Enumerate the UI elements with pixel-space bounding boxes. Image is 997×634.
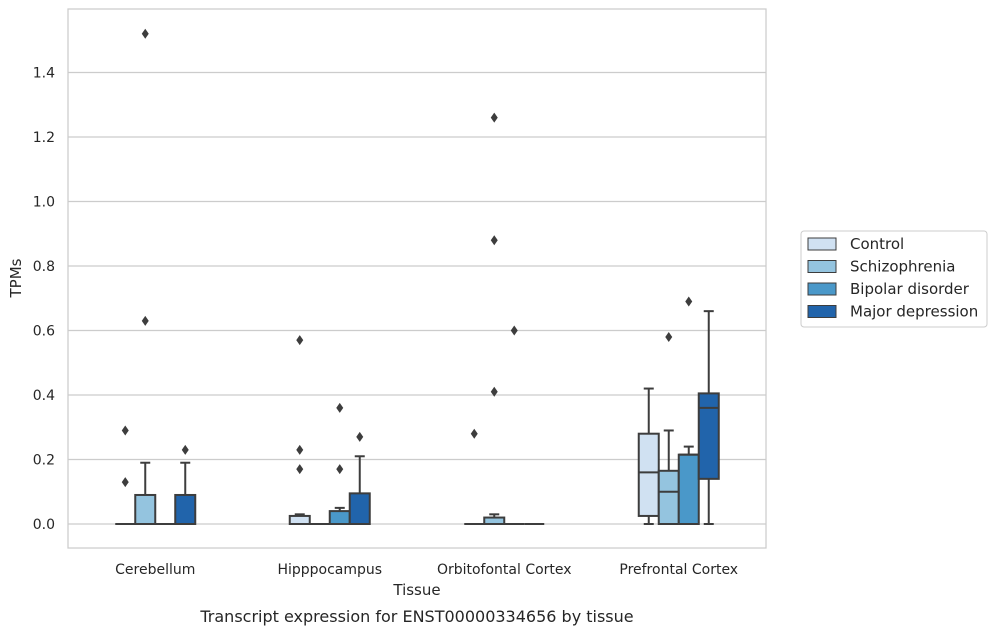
y-tick-label: 0.0: [33, 517, 55, 533]
outlier-point: [665, 331, 673, 342]
box-group: [504, 325, 525, 525]
outlier-point: [121, 425, 129, 436]
x-tick-labels: Cerebellum Hipppocampus Orbitofontal Corte…: [115, 562, 738, 578]
legend-items: Control Schizophrenia Bipolar disorder Majo…: [807, 235, 978, 321]
box: [174, 493, 197, 526]
legend-label: Control: [850, 235, 904, 253]
box-group: [348, 431, 371, 525]
y-tick-label: 0.2: [33, 453, 55, 469]
outlier-point: [296, 464, 304, 475]
outlier-point: [356, 431, 364, 442]
box-group: [134, 28, 157, 526]
box: [657, 469, 680, 526]
outlier-point: [490, 235, 498, 246]
x-axis-label: Tissue: [392, 581, 440, 599]
box-group: [483, 112, 506, 525]
x-tick-label: Hipppocampus: [277, 562, 382, 578]
legend-swatch: [807, 305, 837, 318]
y-tick-label: 1.0: [33, 195, 55, 211]
box: [677, 453, 700, 526]
legend-swatch: [807, 237, 837, 251]
legend-swatch: [807, 260, 837, 273]
legend-label: Schizophrenia: [850, 258, 955, 276]
box: [637, 432, 660, 517]
box: [697, 392, 720, 480]
plot-frame: [67, 8, 767, 549]
outlier-point: [181, 444, 189, 455]
legend-swatch: [807, 282, 837, 296]
y-tick-label: 0.6: [33, 324, 55, 340]
y-axis-label: TPMs: [7, 258, 25, 298]
outlier-point: [490, 112, 498, 123]
outlier-point: [141, 28, 149, 39]
legend-frame: [800, 230, 988, 328]
box-group: [464, 428, 485, 525]
outlier-point: [121, 477, 129, 488]
box: [328, 510, 351, 526]
outlier-point: [296, 335, 304, 346]
outlier-point: [510, 325, 518, 336]
legend-label: Major depression: [850, 303, 978, 321]
x-tick-label: Cerebellum: [115, 562, 195, 578]
legend-item: Schizophrenia: [807, 258, 955, 276]
box-group: [637, 387, 660, 525]
legend-label: Bipolar disorder: [850, 280, 970, 298]
box: [134, 493, 157, 526]
box-group: [697, 310, 720, 525]
box: [288, 514, 311, 525]
box: [348, 492, 371, 525]
box-group: [174, 444, 197, 526]
outlier-point: [490, 386, 498, 397]
plot-area: [68, 9, 766, 548]
legend-item: Control: [807, 235, 904, 253]
outlier-point: [296, 444, 304, 455]
y-tick-label: 0.4: [33, 388, 55, 404]
box-group: [677, 296, 700, 526]
box-group: [288, 335, 311, 525]
legend: Control Schizophrenia Bipolar disorder Majo…: [800, 230, 988, 328]
box-groups: [115, 28, 720, 526]
chart-caption: Transcript expression for ENST0000033465…: [199, 607, 633, 626]
outlier-point: [470, 428, 478, 439]
outlier-point: [141, 315, 149, 326]
x-tick-label: Prefrontal Cortex: [619, 562, 738, 578]
y-tick-labels: 0.0 0.2 0.4 0.6 0.8 1.0 1.2 1.4: [33, 66, 55, 534]
outlier-point: [336, 464, 344, 475]
y-tick-label: 1.2: [33, 130, 55, 146]
y-tick-label: 1.4: [33, 66, 55, 82]
legend-item: Bipolar disorder: [807, 280, 970, 298]
legend-item: Major depression: [807, 303, 978, 321]
x-tick-label: Orbitofontal Cortex: [437, 562, 572, 578]
outlier-point: [336, 402, 344, 413]
box-group: [657, 331, 680, 526]
gridlines: [68, 71, 766, 525]
y-tick-label: 0.8: [33, 259, 55, 275]
outlier-point: [685, 296, 693, 307]
box-group: [115, 425, 136, 525]
